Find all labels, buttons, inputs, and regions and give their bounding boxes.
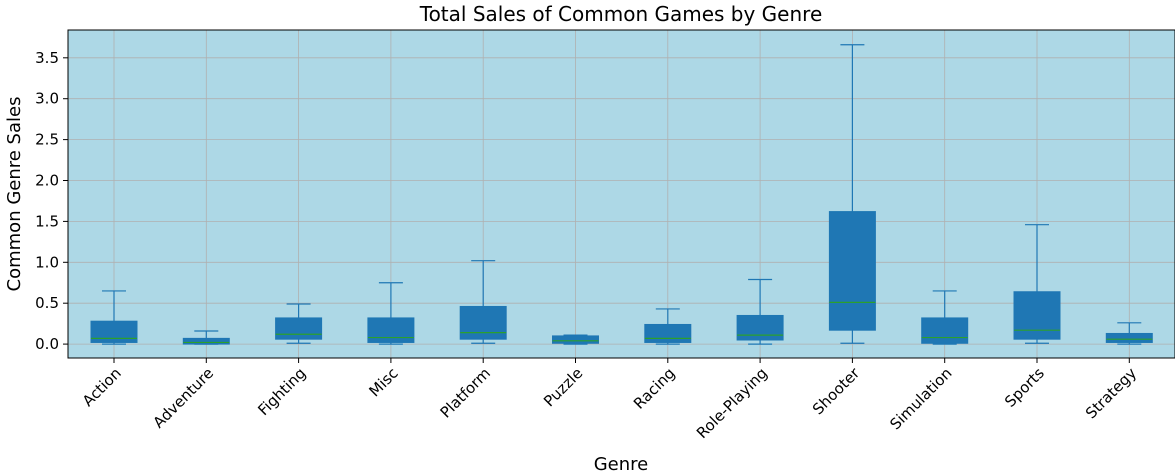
box-strategy bbox=[1105, 322, 1153, 345]
iqr-box bbox=[459, 305, 507, 340]
box-action bbox=[90, 290, 138, 345]
y-tick-label: 3.0 bbox=[35, 90, 59, 108]
box-puzzle bbox=[552, 334, 599, 345]
iqr-box bbox=[1105, 332, 1153, 343]
iqr-box bbox=[90, 320, 138, 343]
x-tick-label: Adventure bbox=[150, 364, 218, 432]
y-tick-label: 0.5 bbox=[35, 294, 59, 312]
y-tick-label: 2.0 bbox=[35, 172, 59, 190]
y-tick-label: 0.0 bbox=[35, 335, 59, 353]
y-tick-label: 2.5 bbox=[35, 131, 59, 149]
box-racing bbox=[644, 308, 692, 345]
iqr-box bbox=[828, 211, 876, 331]
iqr-box bbox=[367, 317, 415, 343]
box-layer bbox=[90, 44, 1153, 345]
x-tick-label: Racing bbox=[630, 364, 679, 413]
y-tick-label: 1.0 bbox=[35, 253, 59, 271]
box-sports bbox=[1013, 224, 1061, 344]
box-fighting bbox=[275, 303, 323, 344]
iqr-box bbox=[182, 337, 230, 345]
box-role-playing bbox=[736, 278, 784, 345]
y-tick-label: 3.5 bbox=[35, 49, 59, 67]
iqr-box bbox=[736, 314, 784, 341]
x-tick-label: Role-Playing bbox=[693, 364, 771, 442]
iqr-box bbox=[275, 317, 323, 340]
plot-area bbox=[68, 30, 1175, 358]
x-tick-label: Misc bbox=[366, 364, 402, 400]
y-axis: 0.0 0.5 1.0 1.5 2.0 2.5 3.0 3.5 bbox=[35, 49, 68, 353]
iqr-box bbox=[921, 317, 969, 344]
x-tick-label: Strategy bbox=[1082, 364, 1140, 422]
x-axis: Action Adventure Fighting Misc Platform Puzzl… bbox=[79, 358, 1140, 442]
box-simulation bbox=[921, 290, 969, 345]
iqr-box bbox=[644, 323, 692, 343]
x-tick-label: Simulation bbox=[886, 364, 955, 433]
y-tick-label: 1.5 bbox=[35, 212, 59, 230]
iqr-box bbox=[552, 335, 599, 344]
box-shooter bbox=[828, 44, 876, 344]
x-tick-label: Shooter bbox=[809, 364, 864, 419]
y-axis-label: Common Genre Sales bbox=[4, 97, 25, 292]
x-tick-label: Platform bbox=[437, 364, 494, 421]
x-axis-label: Genre bbox=[594, 454, 649, 474]
x-tick-label: Fighting bbox=[254, 364, 309, 419]
box-adventure bbox=[182, 330, 230, 345]
plot-frame bbox=[67, 29, 1175, 359]
x-tick-label: Sports bbox=[1001, 364, 1048, 411]
x-tick-label: Action bbox=[79, 364, 125, 410]
chart-title: Total Sales of Common Games by Genre bbox=[419, 2, 823, 26]
x-tick-label: Puzzle bbox=[540, 364, 586, 410]
box-misc bbox=[367, 282, 415, 345]
iqr-box bbox=[1013, 291, 1061, 340]
box-platform bbox=[459, 260, 507, 344]
grid-layer bbox=[68, 30, 1175, 358]
